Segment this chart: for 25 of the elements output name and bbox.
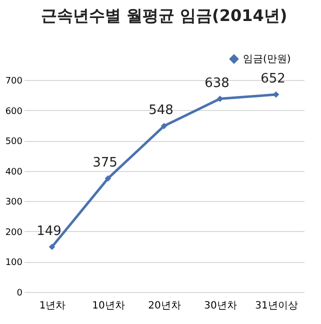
point (48, 244, 56, 250)
data-label: 652 (260, 72, 286, 87)
point (104, 175, 112, 182)
y-tick-label: 0 (16, 288, 23, 298)
data-label: 375 (92, 155, 118, 170)
y-tick-label: 700 (5, 76, 23, 86)
y-tick-label: 400 (5, 167, 23, 178)
x-tick-label: 31년이상 (255, 300, 298, 312)
x-tick-label: 20년차 (148, 300, 181, 312)
chart-title: 근속년수별 월평균 임금(2014년) (40, 6, 288, 25)
x-tick-label: 10년차 (92, 300, 125, 312)
x-tick-label: 1년차 (39, 300, 66, 312)
legend-label: 임금(만원) (243, 54, 291, 65)
data-label: 149 (36, 224, 62, 239)
x-tick-label: 30년차 (204, 300, 237, 312)
point (272, 91, 280, 98)
data-label: 548 (148, 103, 174, 118)
point (216, 96, 224, 102)
y-tick-label: 500 (5, 137, 23, 148)
y-tick-label: 200 (5, 228, 23, 238)
y-tick-label: 100 (5, 258, 23, 268)
y-tick-label: 600 (5, 106, 23, 117)
y-tick-label: 300 (5, 198, 23, 208)
point (160, 122, 168, 130)
data-label: 638 (204, 76, 230, 91)
